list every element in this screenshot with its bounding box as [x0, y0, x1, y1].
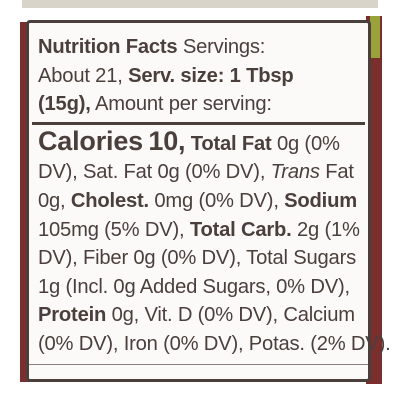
package-top-edge — [22, 0, 378, 8]
total-fat-dv: DV), — [38, 161, 78, 184]
total-carb-label: Total Carb. — [189, 218, 292, 241]
fat-line: DV), Sat. Fat 0g (0% DV), Trans Fat — [38, 158, 359, 187]
total-carb-value: 2g (1% — [297, 218, 360, 241]
servings-label: Servings: — [182, 36, 266, 58]
package-green-accent — [370, 16, 380, 58]
protein-line: Protein 0g, Vit. D (0% DV), Calcium — [38, 301, 359, 330]
minerals-text: (0% DV), Iron (0% DV), Potas. (2% DV). — [38, 332, 391, 355]
total-fat-label: Total Fat — [190, 132, 272, 155]
serving-size-grams: (15g), — [38, 93, 91, 116]
cholesterol-label: Cholest. — [70, 189, 149, 212]
amount-per-serving: Amount per serving: — [94, 93, 272, 116]
sugars-text: 1g (Incl. 0g Added Sugars, 0% DV), — [38, 275, 350, 298]
calories-label: Calories — [38, 125, 143, 156]
carb-line: DV), Fiber 0g (0% DV), Total Sugars — [38, 244, 359, 273]
sat-fat: Sat. Fat 0g (0% DV), — [83, 161, 266, 184]
protein-value: 0g, Vit. D (0% DV), Calcium — [111, 304, 355, 327]
bottom-divider — [29, 364, 368, 365]
thick-divider — [32, 121, 365, 125]
servings-value: About 21, — [38, 64, 123, 87]
total-fat-value: 0g (0% — [276, 132, 340, 155]
sugars-line: 1g (Incl. 0g Added Sugars, 0% DV), — [38, 273, 359, 302]
sodium-value: 105mg (5% DV), — [38, 218, 185, 241]
header-line-1: Nutrition Facts Servings: — [38, 33, 359, 62]
trans-fat-value: 0g, — [38, 189, 66, 212]
nutrition-facts-panel: Nutrition Facts Servings: About 21, Serv… — [26, 20, 391, 382]
total-carb-dv: DV), Fiber 0g (0% DV), Total Sugars — [38, 247, 356, 270]
sodium-label: Sodium — [284, 189, 357, 212]
header-line-2: About 21, Serv. size: 1 Tbsp — [38, 62, 359, 91]
header-line-3: (15g), Amount per serving: — [38, 90, 359, 119]
trans-fat-label: Trans — [270, 161, 320, 184]
sodium-line: 105mg (5% DV), Total Carb. 2g (1% — [38, 216, 360, 245]
calories-line: Calories 10, Total Fat 0g (0% — [38, 125, 359, 159]
calories-value: 10, — [148, 125, 186, 156]
cholesterol-value: 0mg (0% DV), — [154, 189, 279, 212]
cholesterol-line: 0g, Cholest. 0mg (0% DV), Sodium — [38, 187, 359, 216]
trans-fat-word: Fat — [325, 161, 354, 184]
protein-label: Protein — [38, 304, 107, 327]
serving-size-value: 1 Tbsp — [229, 64, 294, 87]
nutrition-facts-title: Nutrition Facts — [38, 36, 178, 58]
serving-size-label: Serv. size: — [128, 64, 225, 87]
minerals-line: (0% DV), Iron (0% DV), Potas. (2% DV). — [38, 330, 391, 359]
